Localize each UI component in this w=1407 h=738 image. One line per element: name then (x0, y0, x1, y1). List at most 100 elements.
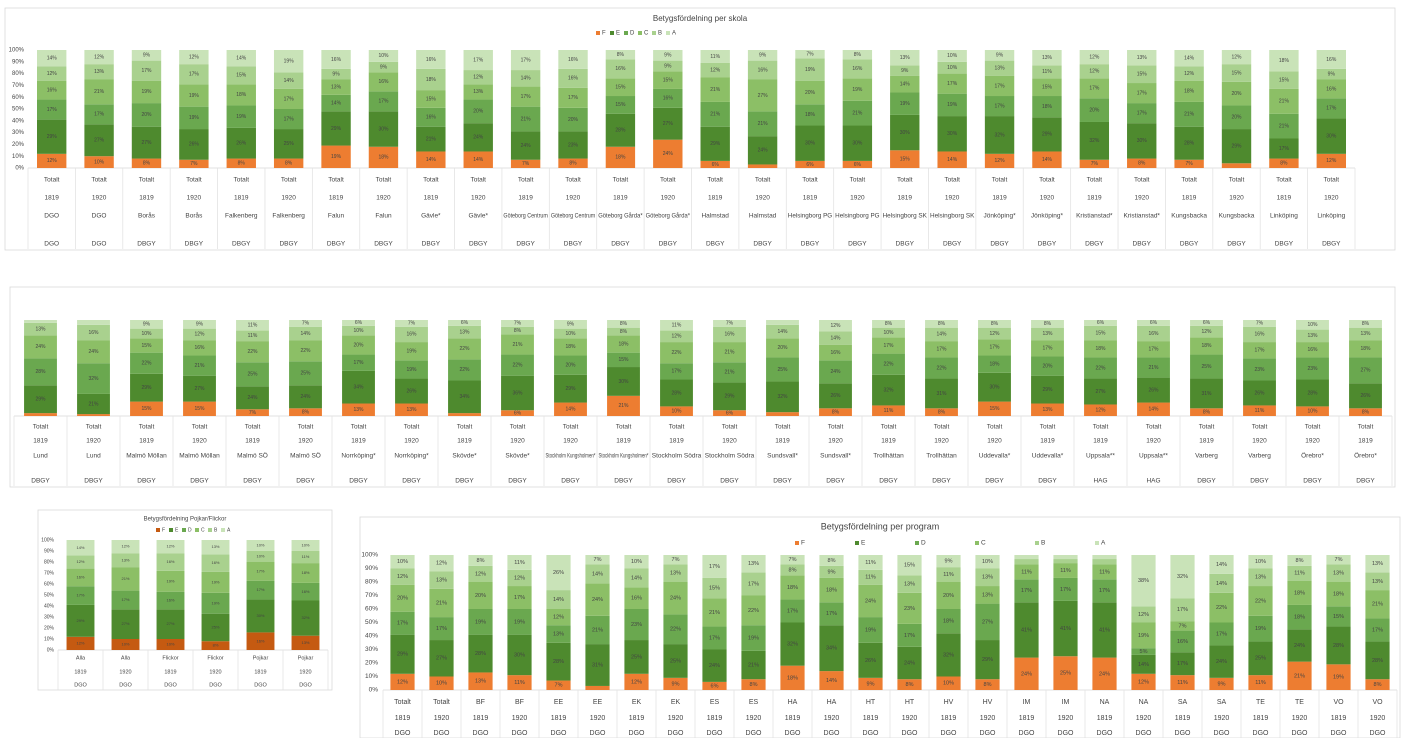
bar-segment (702, 681, 727, 690)
bar-segment (858, 555, 883, 570)
bar-segment (236, 386, 269, 410)
bar-segment (1014, 555, 1039, 560)
data-label: 16% (830, 350, 841, 356)
bar-segment (510, 106, 541, 132)
data-label: 22% (748, 608, 759, 614)
bar-segment (747, 164, 778, 168)
category-label: DGO (512, 730, 529, 737)
data-label: 30% (1137, 138, 1148, 144)
bar-segment (236, 330, 269, 342)
bar-segment (1316, 98, 1346, 119)
legend-label: F (801, 540, 805, 547)
data-label: 18% (1360, 346, 1371, 352)
data-label: 12% (631, 679, 642, 685)
legend-swatch (795, 541, 799, 545)
bar-segment (819, 577, 844, 603)
data-label: 19% (852, 87, 863, 93)
bar-segment (1326, 664, 1351, 690)
data-label: 6% (711, 683, 719, 689)
bar-segment (624, 609, 649, 641)
bar-segment (1084, 378, 1117, 405)
category-label: 1920 (945, 195, 960, 202)
bar-segment (660, 363, 693, 380)
category-label: Malmö Möllan (179, 453, 220, 460)
bar-segment (1053, 555, 1078, 560)
data-label: 8% (885, 321, 893, 327)
bar-segment (558, 87, 588, 108)
data-label: 14% (1216, 562, 1227, 568)
data-label: 25% (300, 371, 311, 377)
bar-segment (741, 679, 766, 690)
category-label: Totalt (91, 177, 107, 184)
data-label: 12% (1089, 54, 1100, 60)
data-label: 15% (900, 156, 911, 162)
data-label: 9% (143, 53, 151, 59)
data-label: 17% (256, 587, 264, 592)
bar-segment (747, 79, 778, 112)
bar-segment (1221, 105, 1252, 130)
bar-segment (1287, 565, 1312, 581)
data-label: 19% (189, 115, 200, 121)
bar-segment (700, 160, 730, 168)
data-label: 17% (568, 95, 579, 101)
data-label: 9% (759, 53, 767, 59)
category-label: 1819 (551, 715, 567, 722)
data-label: 8% (1296, 558, 1304, 564)
y-tick-label: 40% (12, 118, 25, 124)
data-label: 21% (748, 662, 759, 668)
data-label: 11% (672, 323, 682, 329)
data-label: 8% (789, 567, 797, 573)
category-label: Totalt (394, 699, 411, 706)
data-label: 21% (709, 610, 720, 616)
bar-segment (624, 640, 649, 674)
category-label: DBGY (327, 241, 346, 248)
category-label: Pojkar (298, 655, 314, 661)
bar-segment (463, 50, 493, 71)
bar-segment (1316, 79, 1346, 99)
category-label: Totalt (707, 177, 723, 184)
bar-segment (1326, 555, 1351, 565)
data-label: 11% (1042, 69, 1052, 75)
data-label: 13% (553, 631, 564, 637)
bar-segment (607, 367, 640, 396)
category-label: 1920 (187, 195, 202, 202)
bar-segment (66, 555, 95, 569)
bar-segment (653, 107, 683, 140)
bar-segment (1079, 159, 1110, 168)
data-label: 12% (47, 158, 58, 164)
bar-segment (201, 540, 230, 555)
legend-swatch (156, 528, 160, 532)
bar-segment (156, 540, 185, 554)
category-label: DBGY (185, 241, 204, 248)
data-label: 10% (1307, 409, 1318, 415)
legend-swatch (666, 31, 670, 35)
data-label: 6% (854, 162, 862, 168)
bar-segment (1032, 96, 1062, 118)
bar-segment (660, 342, 693, 364)
category-label: Uddevalla* (1032, 453, 1064, 460)
data-label: 24% (1216, 659, 1227, 665)
data-label: 12% (830, 323, 841, 329)
data-label: 18% (1201, 343, 1212, 349)
data-label: 15% (1042, 84, 1053, 90)
category-label: Jönköping* (983, 213, 1016, 220)
data-label: 15% (194, 406, 205, 412)
bar-segment (1269, 158, 1299, 168)
bar-segment (429, 617, 454, 641)
data-label: 7% (408, 321, 416, 327)
category-label: DGO (551, 730, 568, 737)
data-label: 25% (284, 141, 295, 147)
category-label: DGO (74, 682, 87, 688)
bar-segment (890, 50, 920, 66)
category-label: 1819 (613, 195, 628, 202)
bar-segment (795, 125, 825, 161)
data-label: 9% (380, 64, 388, 70)
data-label: 18% (565, 344, 576, 350)
bar-segment (179, 50, 209, 65)
bar-segment (1190, 378, 1223, 409)
data-label: 27% (121, 621, 129, 626)
bar-segment (585, 644, 610, 686)
bar-segment (416, 50, 446, 69)
data-label: 14% (284, 78, 295, 84)
category-label: 1819 (518, 195, 533, 202)
